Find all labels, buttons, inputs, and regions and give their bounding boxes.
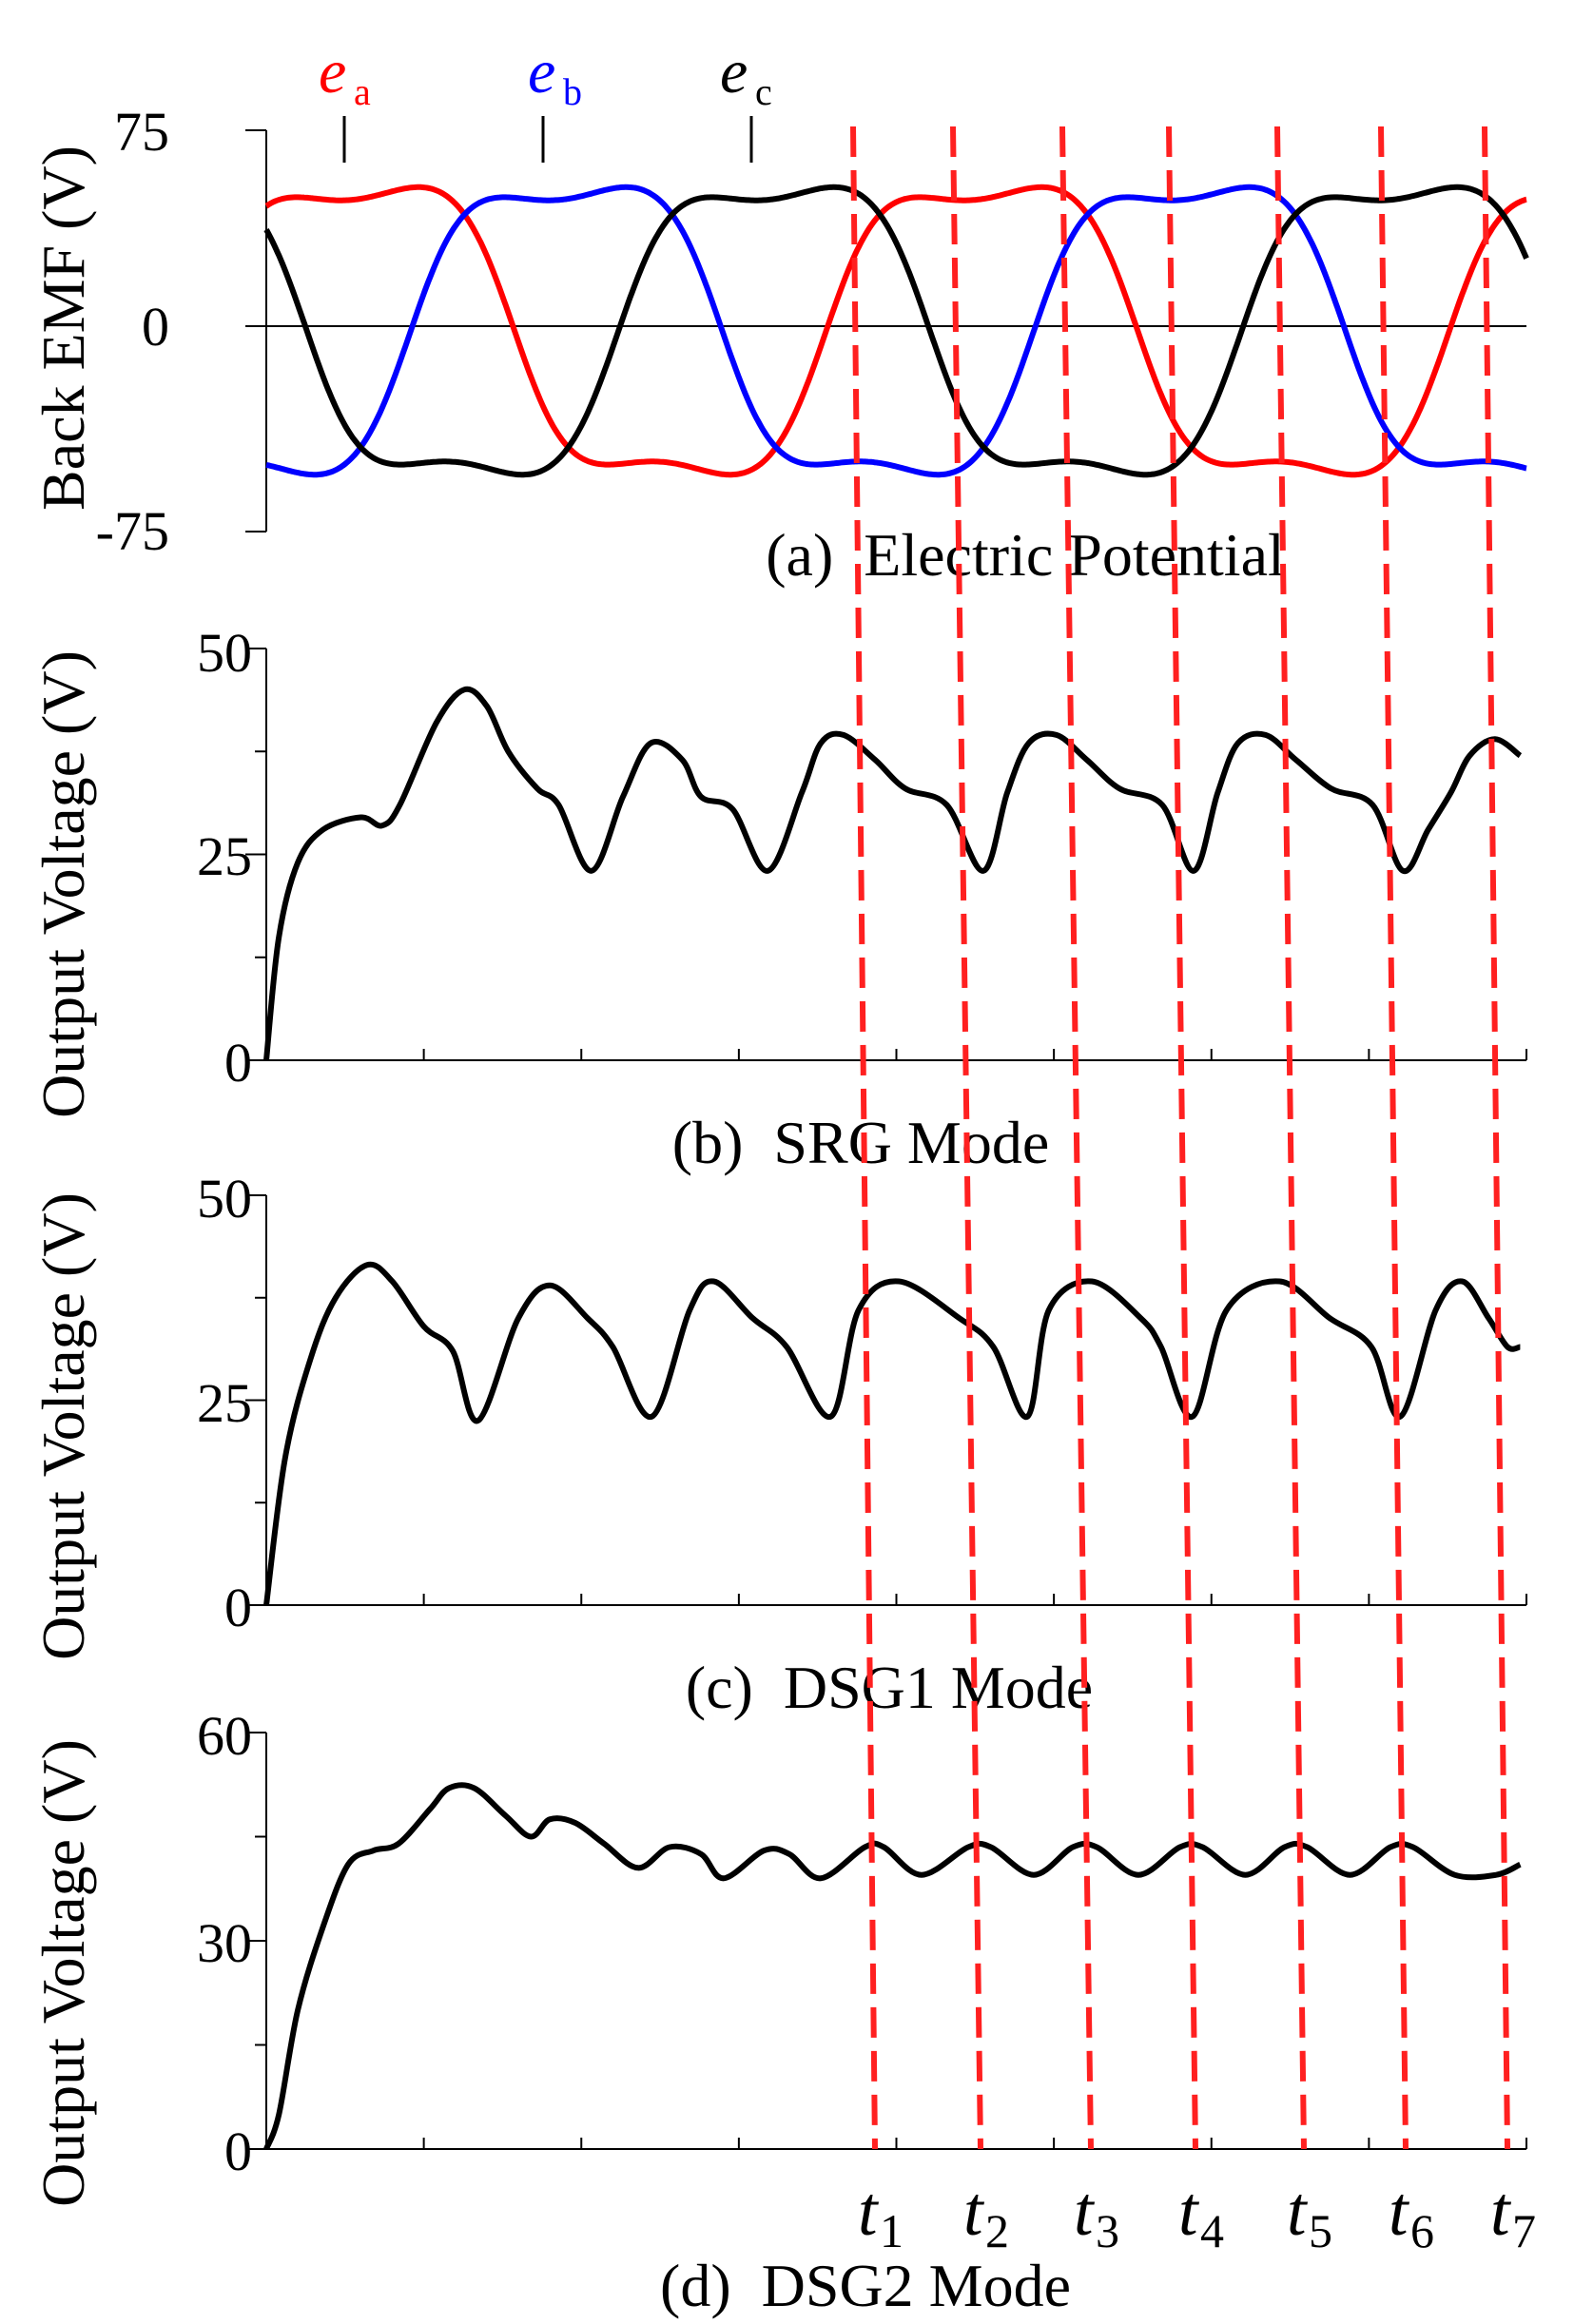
legend-ec-symbol: e	[720, 37, 748, 107]
panel-c-voltage-line	[263, 1261, 1522, 1606]
panel-d-voltage-line	[263, 1782, 1522, 2151]
time-marker-line-t4	[1166, 126, 1198, 2150]
panel-a-ylabel: Back EMF (V)	[29, 145, 97, 511]
time-marker-label-t1: t	[858, 2173, 880, 2251]
panel-d-caption: (d) DSG2 Mode	[660, 2252, 1071, 2319]
time-marker-subscript-t4: 4	[1200, 2204, 1224, 2257]
legend-eb-symbol: e	[528, 37, 555, 107]
legend-ea: e a	[319, 37, 371, 163]
time-marker-label-t4: t	[1178, 2173, 1200, 2251]
panel-d-ytick-bottom: 0	[224, 2121, 252, 2182]
time-marker-subscript-t6: 6	[1410, 2204, 1434, 2257]
time-marker-subscript-t5: 5	[1309, 2204, 1332, 2257]
time-marker-label-t2: t	[963, 2173, 985, 2251]
panel-c-caption: (c) DSG1 Mode	[686, 1654, 1093, 1721]
time-marker-label-t5: t	[1287, 2173, 1309, 2251]
legend-ec-subscript: c	[755, 70, 772, 113]
series-line-ea	[264, 184, 1527, 478]
panel-c-ytick-bottom: 0	[224, 1577, 252, 1638]
panel-c-ytick-mid: 25	[197, 1372, 252, 1434]
legend-eb: e b	[528, 37, 582, 163]
panel-b-ytick-top: 50	[197, 622, 252, 684]
panel-a: Back EMF (V) 75 0 -75 e a e b e c (a) El…	[29, 37, 1529, 589]
panel-b-ytick-bottom: 0	[224, 1032, 252, 1094]
time-marker-line-t2	[950, 126, 983, 2150]
panel-d: Output Voltage (V) 60 30 0 (d) DSG2 Mode	[29, 1705, 1527, 2319]
panel-b-voltage-line	[263, 686, 1523, 1061]
legend-eb-subscript: b	[563, 70, 582, 113]
panel-a-ytick-bottom: -75	[96, 500, 169, 562]
panel-c-ylabel: Output Voltage (V)	[29, 1192, 97, 1660]
panel-c-ytick-top: 50	[197, 1168, 252, 1230]
panel-a-ytick-top: 75	[114, 101, 169, 163]
time-marker-subscript-t1: 1	[880, 2204, 904, 2257]
time-marker-label-t7: t	[1490, 2173, 1512, 2251]
time-marker-subscript-t3: 3	[1096, 2204, 1119, 2257]
time-marker-subscript-t2: 2	[985, 2204, 1009, 2257]
legend-ec: e c	[720, 37, 772, 163]
panel-b: Output Voltage (V) 50 25 0 (b) SRG Mode	[29, 622, 1527, 1176]
time-marker-line-t7	[1482, 126, 1510, 2150]
time-marker-label-t3: t	[1074, 2173, 1096, 2251]
panel-b-ylabel: Output Voltage (V)	[29, 650, 97, 1118]
legend-ea-symbol: e	[319, 37, 346, 107]
panel-d-ytick-mid: 30	[197, 1912, 252, 1974]
time-marker-line-t6	[1378, 126, 1409, 2150]
time-marker-subscript-t7: 7	[1512, 2204, 1536, 2257]
panel-d-ylabel: Output Voltage (V)	[29, 1739, 97, 2207]
panel-c: Output Voltage (V) 50 25 0 (c) DSG1 Mode	[29, 1168, 1527, 1721]
panel-d-ytick-top: 60	[197, 1705, 252, 1767]
time-marker-line-t5	[1274, 126, 1307, 2150]
panel-a-caption: (a) Electric Potential	[766, 521, 1285, 589]
time-marker-label-t6: t	[1389, 2173, 1410, 2251]
panel-b-caption: (b) SRG Mode	[672, 1109, 1049, 1176]
time-marker-line-t1	[850, 126, 878, 2150]
series-line-ec	[263, 184, 1529, 478]
legend-ea-subscript: a	[354, 70, 371, 113]
series-line-eb	[265, 184, 1527, 478]
panel-a-ytick-mid: 0	[142, 296, 169, 358]
time-marker-line-t3	[1059, 126, 1094, 2150]
panel-b-ytick-mid: 25	[197, 825, 252, 887]
